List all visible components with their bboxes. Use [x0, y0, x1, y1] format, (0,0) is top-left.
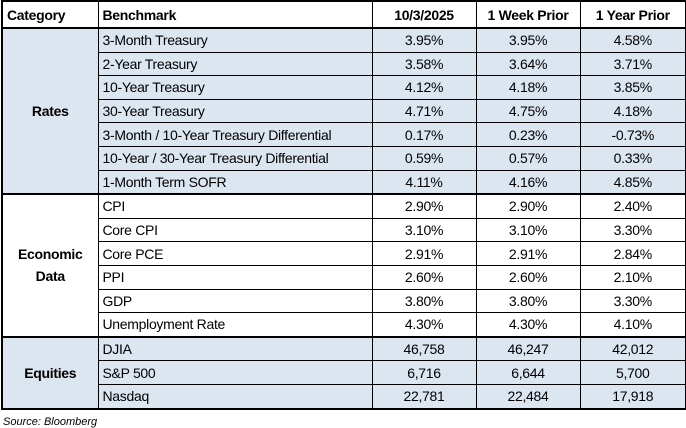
value-cell: 2.10%: [579, 264, 686, 290]
value-cell: 5,700: [579, 360, 686, 385]
column-header: 10/3/2025: [371, 0, 477, 29]
value-cell: 2.91%: [475, 241, 581, 266]
value-cell: 3.80%: [475, 288, 581, 314]
value-cell: 46,247: [475, 335, 581, 362]
table-row: 10-Year / 30-Year Treasury Differential 0…: [2, 145, 686, 171]
column-header: 1 Year Prior: [579, 0, 686, 29]
benchmark-cell: 3-Month / 10-Year Treasury Differential: [97, 122, 373, 147]
value-cell: 2.91%: [371, 241, 477, 266]
benchmark-cell: DJIA: [97, 335, 373, 362]
category-cell: Rates: [1, 26, 99, 195]
value-cell: 46,758: [371, 335, 477, 362]
table-row: 2-Year Treasury 3.58% 3.64% 3.71%: [2, 51, 686, 77]
value-cell: 2.90%: [475, 193, 581, 219]
value-cell: 6,716: [371, 360, 477, 385]
value-cell: 3.30%: [579, 217, 686, 243]
value-cell: 2.90%: [371, 193, 477, 219]
value-cell: 4.12%: [371, 75, 477, 100]
value-cell: 6,644: [475, 360, 581, 385]
benchmark-cell: Core PCE: [97, 241, 373, 266]
benchmark-cell: GDP: [97, 288, 373, 314]
value-cell: 0.33%: [579, 145, 686, 171]
value-cell: 0.23%: [475, 122, 581, 147]
value-cell: 42,012: [579, 335, 686, 362]
benchmark-cell: 1-Month Term SOFR: [97, 169, 373, 195]
table-row: Equities DJIA 46,758 46,247 42,012: [1, 335, 686, 409]
table-row: Core PCE 2.91% 2.91% 2.84%: [2, 241, 686, 266]
value-cell: 4.71%: [371, 98, 477, 124]
value-cell: 4.30%: [371, 312, 477, 338]
value-cell: 2.84%: [579, 241, 686, 266]
value-cell: 22,484: [475, 383, 581, 410]
table-row: PPI 2.60% 2.60% 2.10%: [2, 264, 686, 290]
table-row: Unemployment Rate 4.30% 4.30% 4.10%: [2, 312, 686, 338]
table-row: S&P 500 6,716 6,644 5,700: [2, 360, 686, 385]
benchmark-cell: 3-Month Treasury: [97, 26, 373, 53]
value-cell: 3.80%: [371, 288, 477, 314]
table-row: 1-Month Term SOFR 4.11% 4.16% 4.85%: [2, 169, 686, 195]
table-row: GDP 3.80% 3.80% 3.30%: [2, 288, 686, 314]
value-cell: 0.59%: [371, 145, 477, 171]
value-cell: 4.16%: [475, 169, 581, 195]
value-cell: 4.18%: [579, 98, 686, 124]
value-cell: 3.95%: [371, 26, 477, 53]
table-row: Rates 3-Month Treasury 3.95% 3.95% 4.58%: [1, 26, 686, 195]
value-cell: 4.85%: [579, 169, 686, 195]
value-cell: 2.60%: [371, 264, 477, 290]
category-cell: Equities: [1, 335, 99, 409]
table-row: 30-Year Treasury 4.71% 4.75% 4.18%: [2, 98, 686, 124]
benchmark-cell: S&P 500: [97, 360, 373, 385]
table-row: Economic Data CPI 2.90% 2.90% 2.40%: [1, 193, 686, 338]
column-header: Benchmark: [97, 0, 373, 29]
column-header: 1 Week Prior: [475, 0, 581, 29]
value-cell: 3.85%: [579, 75, 686, 100]
header-row: Category Benchmark 10/3/2025 1 Week Prior 1 …: [1, 0, 686, 29]
value-cell: 4.30%: [475, 312, 581, 338]
benchmark-cell: 30-Year Treasury: [97, 98, 373, 124]
value-cell: 3.58%: [371, 51, 477, 77]
value-cell: -0.73%: [579, 122, 686, 147]
value-cell: 2.60%: [475, 264, 581, 290]
table-row: 3-Month / 10-Year Treasury Differential 0…: [2, 122, 686, 147]
value-cell: 4.58%: [579, 26, 686, 53]
table-row: Core CPI 3.10% 3.10% 3.30%: [2, 217, 686, 243]
value-cell: 4.75%: [475, 98, 581, 124]
value-cell: 17,918: [579, 383, 686, 410]
value-cell: 4.10%: [579, 312, 686, 338]
benchmark-cell: 10-Year / 30-Year Treasury Differential: [97, 145, 373, 171]
benchmark-cell: PPI: [97, 264, 373, 290]
value-cell: 3.71%: [579, 51, 686, 77]
table-row: 10-Year Treasury 4.12% 4.18% 3.85%: [2, 75, 686, 100]
value-cell: 3.30%: [579, 288, 686, 314]
value-cell: 3.10%: [371, 217, 477, 243]
benchmark-cell: Unemployment Rate: [97, 312, 373, 338]
benchmark-cell: 10-Year Treasury: [97, 75, 373, 100]
column-header: Category: [1, 0, 99, 29]
benchmark-cell: CPI: [97, 193, 373, 219]
value-cell: 3.64%: [475, 51, 581, 77]
benchmark-cell: 2-Year Treasury: [97, 51, 373, 77]
value-cell: 3.95%: [475, 26, 581, 53]
value-cell: 0.57%: [475, 145, 581, 171]
benchmark-cell: Core CPI: [97, 217, 373, 243]
benchmark-table: Category Benchmark 10/3/2025 1 Week Prior 1 …: [1, 0, 686, 410]
source-note: Source: Bloomberg: [3, 415, 98, 428]
benchmark-cell: Nasdaq: [97, 383, 373, 410]
value-cell: 2.40%: [579, 193, 686, 219]
category-cell: Economic Data: [1, 193, 99, 338]
value-cell: 4.11%: [371, 169, 477, 195]
value-cell: 3.10%: [475, 217, 581, 243]
value-cell: 22,781: [371, 383, 477, 410]
value-cell: 4.18%: [475, 75, 581, 100]
value-cell: 0.17%: [371, 122, 477, 147]
table-row: Nasdaq 22,781 22,484 17,918: [2, 383, 686, 410]
